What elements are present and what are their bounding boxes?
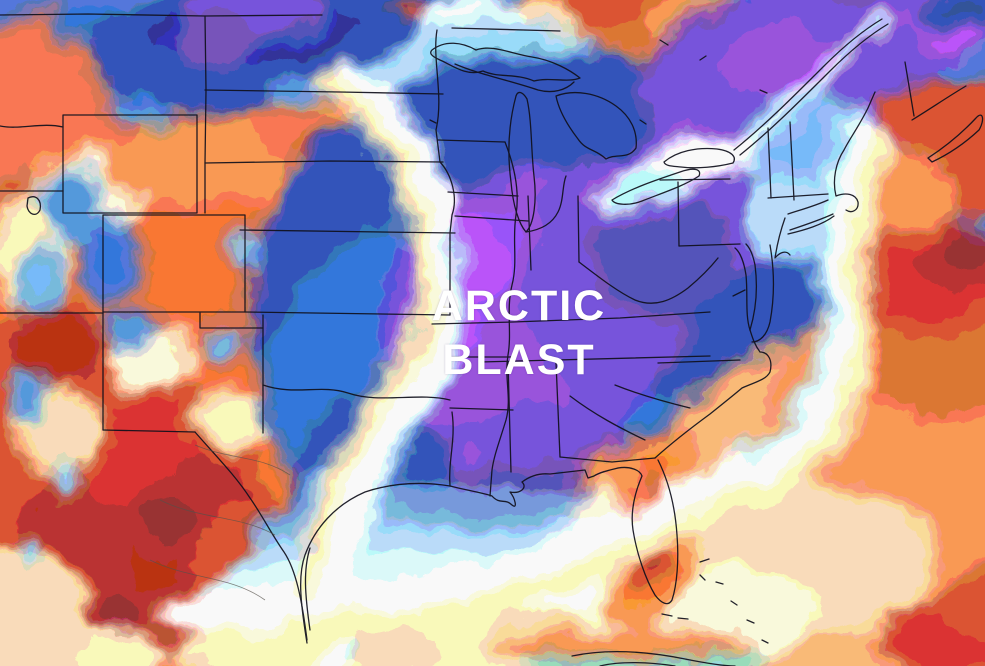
state-border-line: [677, 181, 680, 247]
michigan-mitten-line: [525, 175, 567, 233]
state-border-line: [204, 15, 207, 214]
state-border-line: [451, 27, 561, 32]
lake-michigan-outline: [508, 91, 536, 233]
small-lake-marks: [429, 39, 768, 125]
boundary-lines: [0, 13, 984, 666]
potomac-line: [732, 289, 746, 297]
state-border-line: [447, 191, 519, 197]
state-border-line: [555, 361, 561, 458]
state-border-line: [577, 195, 580, 263]
state-border-line: [569, 395, 646, 441]
lake-huron-outline: [555, 91, 637, 160]
great-salt-lake-outline: [26, 196, 42, 215]
bay-of-fundy-line: [911, 85, 967, 121]
red-river-line: [262, 384, 451, 401]
lake-erie-outline: [611, 168, 701, 205]
lake-superior-outline: [430, 42, 581, 82]
colorado-border: [102, 214, 246, 313]
state-border-line: [244, 311, 451, 316]
texas-barrier-island: [304, 547, 311, 631]
state-border-line: [431, 311, 711, 325]
state-border-line: [767, 127, 772, 199]
florida-coastline: [617, 459, 679, 605]
state-border-line: [657, 359, 741, 364]
state-border-line: [204, 89, 444, 95]
chesapeake-bay-east: [745, 243, 758, 331]
state-border-line: [507, 361, 512, 473]
state-border-line: [435, 29, 441, 163]
long-island: [787, 213, 835, 235]
state-border-line: [204, 160, 444, 164]
state-border-line: [437, 139, 506, 143]
west-warm-anomaly: [0, 10, 375, 666]
state-border-line: [614, 384, 691, 409]
sabine-river-line: [449, 411, 454, 487]
missouri-river-line: [439, 161, 455, 234]
oklahoma-panhandle: [199, 312, 264, 329]
state-border-line: [904, 61, 915, 117]
transition-bands: [249, 7, 896, 666]
rio-grande-line: [194, 431, 308, 641]
cuba-coastline: [571, 651, 736, 666]
new-jersey-coast: [774, 217, 791, 259]
ohio-river-line: [578, 257, 719, 304]
new-england-coast: [787, 91, 876, 215]
texas-coastline: [300, 482, 451, 644]
state-border-line: [0, 124, 64, 128]
state-border-line: [449, 407, 514, 411]
state-border-line: [239, 229, 456, 234]
state-border-line: [527, 195, 532, 271]
state-border-line: [767, 193, 829, 199]
canada-border-line: [0, 13, 323, 17]
state-border-line: [479, 355, 711, 363]
state-border-line: [659, 178, 731, 181]
bahamas-islands: [699, 558, 769, 644]
wyoming-border: [62, 114, 198, 214]
mexico-state-lines: [149, 444, 291, 601]
nova-scotia-outline: [927, 114, 984, 163]
state-border-line: [678, 243, 741, 247]
state-border-line: [559, 456, 656, 463]
atlantic-coastline: [654, 329, 772, 459]
mississippi-river-line: [489, 141, 518, 497]
chesapeake-bay: [734, 247, 751, 331]
st-lawrence-line: [733, 18, 889, 156]
state-border-line: [789, 121, 795, 201]
state-border-line: [102, 429, 196, 433]
lake-ontario-outline: [663, 147, 735, 169]
florida-keys: [661, 613, 689, 620]
upper-peninsula-line: [454, 63, 575, 93]
delmarva-coast: [751, 244, 775, 343]
louisiana-coastline: [449, 467, 619, 507]
